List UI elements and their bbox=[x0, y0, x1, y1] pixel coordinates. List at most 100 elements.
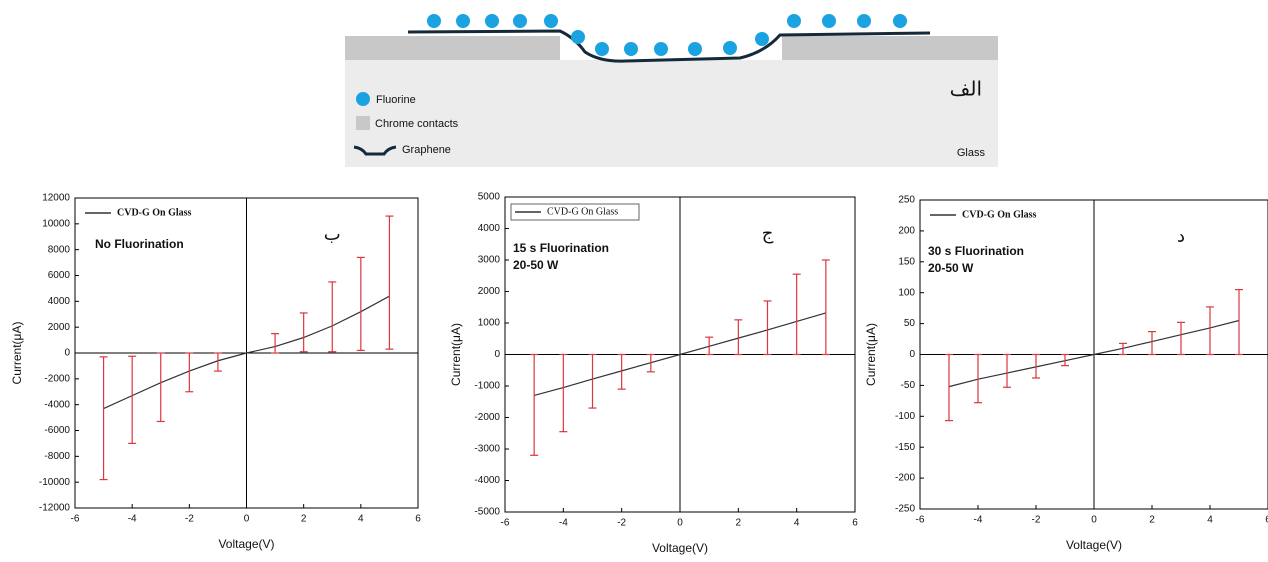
panel-label: الف bbox=[950, 78, 982, 100]
y-tick-label: -100 bbox=[895, 411, 915, 422]
y-tick-label: -1000 bbox=[474, 381, 500, 392]
y-tick-label: -4000 bbox=[474, 475, 500, 486]
error-bar bbox=[356, 256, 365, 352]
y-tick-label: 5000 bbox=[478, 192, 501, 203]
y-axis-label: Current(μA) bbox=[864, 323, 878, 386]
error-bar bbox=[763, 300, 772, 356]
error-bar bbox=[99, 356, 108, 481]
y-axis-label: Current(μA) bbox=[449, 323, 463, 386]
x-tick-label: -4 bbox=[559, 518, 568, 529]
y-tick-label: 250 bbox=[898, 195, 915, 206]
legend-chrome bbox=[356, 116, 370, 130]
error-bar bbox=[1177, 321, 1185, 356]
panel-label: ب bbox=[324, 224, 341, 244]
y-tick-label: -10000 bbox=[39, 477, 71, 488]
x-axis-label: Voltage(V) bbox=[218, 537, 274, 551]
x-tick-label: -2 bbox=[1032, 515, 1041, 526]
legend-label: CVD-G On Glass bbox=[962, 209, 1037, 220]
x-tick-label: 0 bbox=[244, 514, 250, 525]
error-bar bbox=[530, 353, 539, 456]
error-bar bbox=[945, 353, 953, 422]
y-tick-label: -200 bbox=[895, 473, 915, 484]
x-tick-label: 2 bbox=[1149, 515, 1155, 526]
y-axis-label: Current(μA) bbox=[10, 322, 24, 385]
error-bar bbox=[792, 273, 801, 356]
legend-label: Graphene bbox=[402, 144, 451, 156]
y-tick-label: 0 bbox=[909, 349, 915, 360]
error-bar bbox=[974, 353, 982, 404]
error-bar bbox=[705, 336, 714, 356]
annotation: 15 s Fluorination bbox=[513, 241, 609, 255]
y-tick-label: 2000 bbox=[478, 286, 501, 297]
x-tick-label: -6 bbox=[71, 514, 80, 525]
y-tick-label: 12000 bbox=[42, 193, 70, 204]
legend-label: Chrome contacts bbox=[375, 118, 459, 130]
x-axis-label: Voltage(V) bbox=[652, 541, 708, 555]
error-bar bbox=[128, 355, 137, 445]
error-bar bbox=[646, 353, 655, 373]
error-bar bbox=[299, 312, 308, 353]
x-tick-label: 2 bbox=[736, 518, 742, 529]
y-tick-label: -2000 bbox=[44, 373, 70, 384]
error-bar bbox=[1032, 353, 1040, 379]
legend-box bbox=[510, 203, 640, 221]
y-tick-label: -5000 bbox=[474, 507, 500, 518]
error-bar bbox=[213, 352, 222, 372]
fluorine-atoms bbox=[356, 14, 907, 106]
chrome-contact bbox=[782, 36, 998, 60]
x-tick-label: 6 bbox=[1265, 515, 1268, 526]
y-tick-label: -4000 bbox=[44, 399, 70, 410]
x-axis-label: Voltage(V) bbox=[1066, 538, 1122, 552]
error-bar bbox=[821, 259, 830, 356]
annotation: No Fluorination bbox=[95, 237, 184, 251]
panel-label: ج bbox=[762, 223, 774, 244]
error-bar bbox=[1148, 331, 1156, 356]
y-tick-label: 4000 bbox=[48, 296, 71, 307]
y-tick-label: 150 bbox=[898, 256, 915, 267]
y-tick-label: 50 bbox=[904, 318, 916, 329]
error-bar bbox=[1061, 353, 1069, 367]
annotation: 20-50 W bbox=[928, 261, 974, 275]
x-tick-label: -6 bbox=[501, 518, 510, 529]
error-bar bbox=[559, 353, 568, 433]
error-bar bbox=[1206, 306, 1214, 356]
y-tick-label: -50 bbox=[901, 380, 916, 391]
y-tick-label: 1000 bbox=[478, 318, 501, 329]
y-tick-label: -150 bbox=[895, 442, 915, 453]
x-tick-label: 0 bbox=[1091, 515, 1097, 526]
x-tick-label: -4 bbox=[974, 515, 983, 526]
error-bar bbox=[588, 353, 597, 409]
error-bar bbox=[271, 333, 280, 354]
y-tick-label: 100 bbox=[898, 287, 915, 298]
y-tick-label: 6000 bbox=[48, 270, 71, 281]
y-tick-label: 8000 bbox=[48, 244, 71, 255]
x-tick-label: 6 bbox=[415, 514, 421, 525]
y-tick-label: -8000 bbox=[44, 451, 70, 462]
panel-label: د bbox=[1177, 226, 1185, 246]
x-tick-label: 4 bbox=[1207, 515, 1213, 526]
error-bar bbox=[385, 215, 394, 350]
chrome-contact bbox=[345, 36, 560, 60]
material-label: Glass bbox=[957, 147, 986, 159]
y-tick-label: 4000 bbox=[478, 223, 501, 234]
error-bar bbox=[1235, 289, 1243, 356]
x-tick-label: 0 bbox=[677, 518, 683, 529]
error-bar bbox=[1003, 353, 1011, 388]
y-tick-label: -250 bbox=[895, 504, 915, 515]
y-tick-label: 200 bbox=[898, 226, 915, 237]
data-line bbox=[103, 295, 390, 410]
error-bar bbox=[185, 352, 194, 393]
x-tick-label: -2 bbox=[617, 518, 626, 529]
diagram: Fluorine Chrome contacts Graphene Glass … bbox=[345, 14, 998, 167]
y-tick-label: 0 bbox=[64, 348, 70, 359]
y-tick-label: 2000 bbox=[48, 322, 71, 333]
annotation: 20-50 W bbox=[513, 258, 559, 272]
x-tick-label: -2 bbox=[185, 514, 194, 525]
y-tick-label: -6000 bbox=[44, 425, 70, 436]
x-tick-label: 2 bbox=[301, 514, 307, 525]
legend-label: CVD-G On Glass bbox=[117, 207, 192, 218]
x-tick-label: 6 bbox=[852, 518, 858, 529]
y-tick-label: -3000 bbox=[474, 444, 500, 455]
error-bar bbox=[1119, 342, 1127, 356]
